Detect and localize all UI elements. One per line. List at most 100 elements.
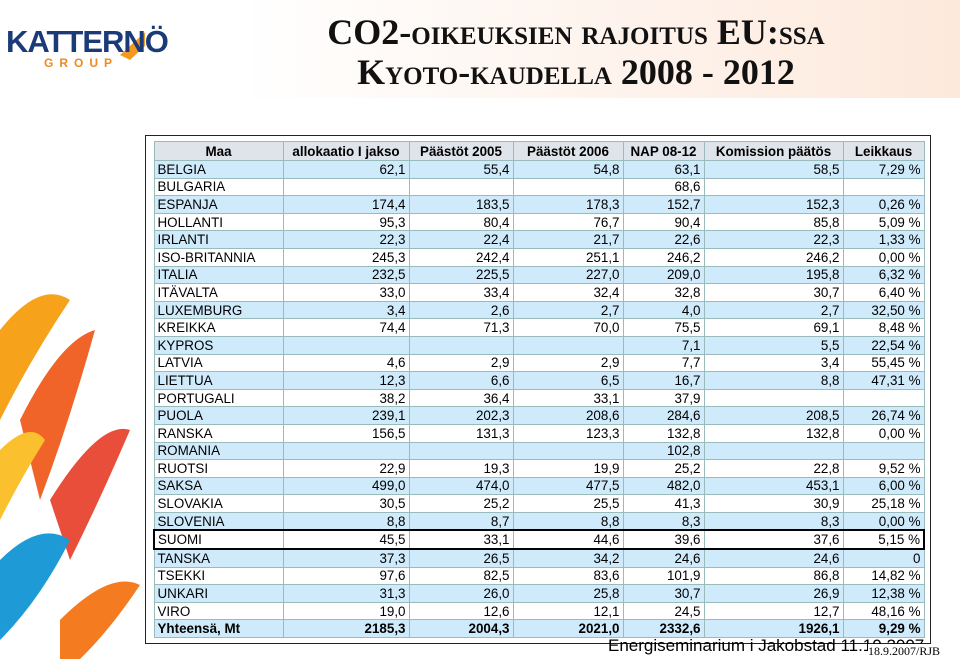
cell: 1,33 %: [842, 230, 925, 249]
cell: [703, 441, 844, 461]
cell: 7,29 %: [842, 160, 925, 179]
cell: [408, 441, 514, 461]
cell: IRLANTI: [153, 230, 284, 249]
table-row: LIETTUA 12,3 6,6 6,5 16,7 8,8 47,31 %: [153, 371, 925, 390]
cell: SLOVAKIA: [153, 494, 284, 513]
column-header: Komission päätös: [703, 141, 844, 161]
cell: 16,7: [622, 371, 705, 390]
cell: 22,54 %: [842, 335, 925, 355]
cell: HOLLANTI: [153, 212, 284, 232]
cell: 71,3: [408, 318, 514, 337]
cell: 6,40 %: [842, 283, 925, 302]
cell: 38,2: [282, 388, 410, 408]
cell: 25,18 %: [842, 494, 925, 513]
cell: [408, 335, 514, 355]
cell: 76,7: [512, 212, 624, 232]
cell: 19,3: [408, 459, 514, 478]
cell: 12,7: [703, 601, 844, 621]
table-row: SLOVENIA 8,8 8,7 8,8 8,3 8,3 0,00 %: [153, 511, 925, 531]
cell: 41,3: [622, 494, 705, 513]
cell: [282, 177, 410, 197]
cell: 47,31 %: [842, 371, 925, 390]
cell: TANSKA: [153, 548, 284, 568]
cell: 2,6: [408, 300, 514, 320]
cell: 95,3: [282, 212, 410, 232]
table-row: BULGARIA 68,6: [153, 177, 925, 197]
cell: 8,7: [408, 511, 514, 531]
cell: 22,6: [622, 230, 705, 249]
cell: 239,1: [282, 406, 410, 425]
table-row: VIRO 19,0 12,6 12,1 24,5 12,7 48,16 %: [153, 601, 925, 621]
cell: 2,7: [512, 300, 624, 320]
cell: UNKARI: [153, 584, 284, 603]
decoration: [0, 32, 145, 659]
cell: 499,0: [282, 476, 410, 496]
cell: ISO-BRITANNIA: [153, 247, 284, 267]
cell: 3,4: [282, 300, 410, 320]
cell: 58,5: [703, 160, 844, 179]
cell: 3,4: [703, 353, 844, 373]
table-row: KREIKKA 74,4 71,3 70,0 75,5 69,1 8,48 %: [153, 318, 925, 337]
table-row: RANSKA 156,5 131,3 123,3 132,8 132,8 0,00 %: [153, 423, 925, 443]
cell: 37,9: [622, 388, 705, 408]
cell: 36,4: [408, 388, 514, 408]
cell: 2004,3: [408, 619, 514, 639]
cell: 68,6: [622, 177, 705, 197]
table-row: ROMANIA 102,8: [153, 441, 925, 461]
table-row: PUOLA 239,1 202,3 208,6 284,6 208,5 26,74 %: [153, 406, 925, 425]
table-row: ITÄVALTA 33,0 33,4 32,4 32,8 30,7 6,40 %: [153, 283, 925, 302]
cell: 90,4: [622, 212, 705, 232]
cell: 34,2: [512, 548, 624, 568]
cell: 5,5: [703, 335, 844, 355]
cell: [512, 335, 624, 355]
cell: ITÄVALTA: [153, 283, 284, 302]
footer-date: 18.9.2007/RJB: [868, 644, 941, 659]
cell: 208,6: [512, 406, 624, 425]
cell: LIETTUA: [153, 371, 284, 390]
cell: 245,3: [282, 247, 410, 267]
cell: 102,8: [622, 441, 705, 461]
cell: 48,16 %: [842, 601, 925, 621]
table-row: TSEKKI 97,6 82,5 83,6 101,9 86,8 14,82 %: [153, 566, 925, 586]
cell: 5,15 %: [842, 529, 925, 551]
cell: 32,8: [622, 283, 705, 302]
column-header: Maa: [153, 141, 284, 161]
cell: 25,5: [512, 494, 624, 513]
cell: 33,1: [408, 529, 514, 551]
cell: 9,29 %: [842, 619, 925, 639]
cell: [842, 388, 925, 408]
cell: 178,3: [512, 195, 624, 214]
cell: 2,9: [512, 353, 624, 373]
cell: 12,3: [282, 371, 410, 390]
cell: 12,38 %: [842, 584, 925, 603]
cell: 32,50 %: [842, 300, 925, 320]
cell: 0,00 %: [842, 511, 925, 531]
cell: 14,82 %: [842, 566, 925, 586]
cell: 32,4: [512, 283, 624, 302]
cell: 26,9: [703, 584, 844, 603]
cell: 242,4: [408, 247, 514, 267]
cell: 246,2: [622, 247, 705, 267]
header-row: Maa allokaatio I jakso Päästöt 2005 Päästöt…: [153, 141, 925, 161]
table-row: ESPANJA 174,4 183,5 178,3 152,7 152,3 0,26 %: [153, 195, 925, 214]
cell: 6,6: [408, 371, 514, 390]
logo: KATTERNÖ: [6, 24, 169, 59]
footer-event: Energiseminarium i Jakobstad 11.10.2007: [608, 636, 925, 655]
cell: 22,3: [282, 230, 410, 249]
cell: [703, 388, 844, 408]
cell: 8,8: [282, 511, 410, 531]
cell: 54,8: [512, 160, 624, 179]
cell: BULGARIA: [153, 177, 284, 197]
cell: 8,48 %: [842, 318, 925, 337]
table-row: SAKSA 499,0 474,0 477,5 482,0 453,1 6,00 %: [153, 476, 925, 496]
cell: 482,0: [622, 476, 705, 496]
cell: [703, 177, 844, 197]
cell: [282, 441, 410, 461]
cell: 30,7: [703, 283, 844, 302]
cell: 156,5: [282, 423, 410, 443]
cell: 232,5: [282, 265, 410, 285]
title: CO2-oikeuksien rajoitus EU:ssa: [327, 12, 825, 52]
cell: 39,6: [622, 529, 705, 551]
cell: 69,1: [703, 318, 844, 337]
